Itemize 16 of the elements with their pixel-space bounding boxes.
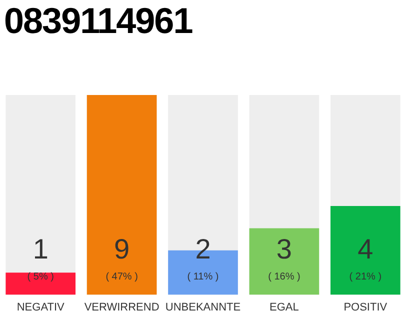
x-tick-label: VERWIRREND [84, 301, 160, 314]
x-tick-label: UNBEKANNTE [165, 301, 241, 314]
annotation: ( 5% ) [27, 272, 54, 283]
annotation: ( 21% ) [349, 272, 382, 283]
annotation: ( 11% ) [187, 272, 219, 283]
chart-title: 0839114961 [4, 0, 192, 42]
x-tick-label: NEGATIV [16, 301, 65, 314]
bar [6, 272, 76, 295]
x-tick-label: EGAL [270, 301, 299, 314]
data-label: 4 [358, 234, 374, 265]
annotation: ( 47% ) [106, 272, 138, 283]
data-label: 1 [32, 234, 48, 265]
x-tick-label: POSITIV [344, 301, 388, 314]
data-label: 3 [276, 234, 292, 265]
data-label: 9 [114, 234, 130, 265]
annotation: ( 16% ) [268, 272, 300, 283]
